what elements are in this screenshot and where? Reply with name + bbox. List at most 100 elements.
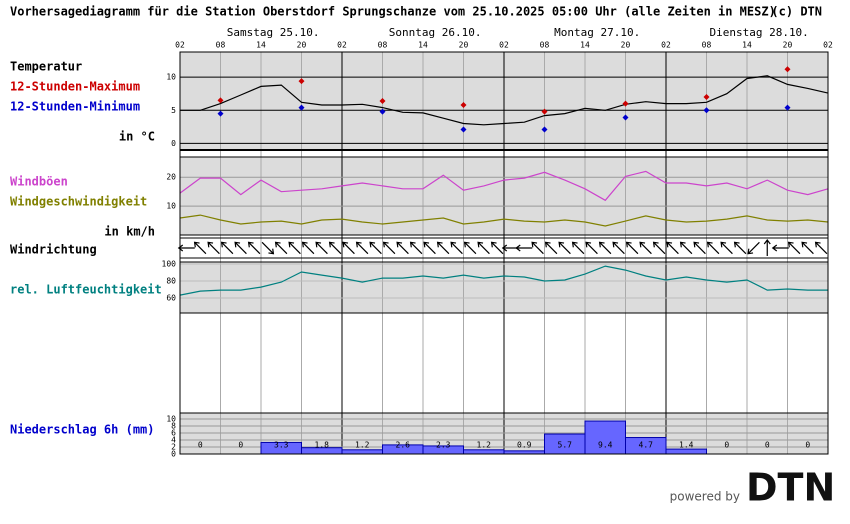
y-tick-label: 20 [166, 173, 176, 182]
hour-label: 14 [418, 41, 428, 50]
max-min-marker [298, 104, 305, 111]
bar-value-label: 0 [724, 441, 729, 450]
wind-arrow [625, 241, 639, 255]
hour-label: 02 [499, 41, 509, 50]
y-tick-label: 60 [166, 294, 176, 303]
max-min-marker [541, 126, 548, 133]
wind-arrow [477, 241, 490, 255]
wind-arrow [490, 241, 504, 255]
max-min-marker [379, 98, 386, 104]
max-min-marker [460, 101, 467, 108]
y-tick-label: 80 [166, 277, 176, 286]
legend-label: 12-Stunden-Maximum [10, 80, 140, 94]
wind-arrow [342, 241, 355, 255]
bar-value-label: 1.2 [355, 441, 370, 450]
max-min-marker [541, 108, 548, 115]
units-label: in km/h [104, 225, 155, 239]
logo: DTN [746, 466, 835, 510]
wind-arrow [247, 241, 261, 255]
bar [665, 448, 707, 455]
wind-arrow [463, 241, 477, 255]
y-tick-label: 10 [166, 73, 176, 82]
wind-arrow [288, 241, 301, 255]
wind-arrow [720, 241, 733, 255]
hour-label: 02 [823, 41, 833, 50]
max-min-marker [784, 104, 791, 111]
bar-value-label: 1.8 [315, 441, 330, 450]
hour-label: 20 [621, 41, 631, 50]
bar-value-label: 0.9 [517, 441, 532, 450]
series-line [179, 265, 828, 296]
bar-value-label: 0 [765, 441, 770, 450]
bar-value-label: 0 [805, 441, 810, 450]
wind-arrow [787, 241, 801, 255]
y-tick-label: 0 [171, 139, 176, 148]
wind-arrow [436, 241, 450, 255]
hour-label: 08 [540, 41, 550, 50]
y-tick-label: 6 [171, 428, 176, 437]
bar-value-label: 2.3 [436, 441, 451, 450]
bar-value-label: 0 [198, 441, 203, 450]
y-tick-label: 5 [171, 106, 176, 115]
panel-border [179, 261, 829, 314]
title: Vorhersagediagramm für die Station Obers… [10, 5, 776, 19]
legend-label: Windgeschwindigkeit [10, 195, 147, 209]
wind-arrow [355, 241, 369, 255]
bar-value-label: 4.7 [639, 441, 654, 450]
wind-arrow [177, 244, 195, 252]
wind-arrow [771, 244, 789, 252]
series-line [179, 214, 829, 227]
wind-arrow [207, 241, 220, 255]
hour-label: 08 [216, 41, 226, 50]
hour-label: 14 [256, 41, 266, 50]
max-min-marker [703, 94, 710, 101]
wind-arrow [747, 241, 760, 255]
wind-arrow [544, 241, 558, 255]
bar-value-label: 2.6 [396, 441, 411, 450]
wind-arrow [733, 241, 747, 255]
wind-arrow [450, 241, 463, 255]
day-label: Samstag 25.10. [227, 26, 320, 39]
wind-arrow [531, 241, 544, 255]
bar-value-label: 1.4 [679, 441, 694, 450]
wind-arrow [193, 241, 207, 255]
wind-arrow [301, 241, 315, 255]
wind-arrow [328, 241, 342, 255]
wind-arrow [612, 241, 625, 255]
y-tick-label: 10 [166, 202, 176, 211]
panel-title: Temperatur [10, 60, 82, 74]
wind-arrow [261, 241, 275, 255]
hour-label: 02 [337, 41, 347, 50]
wind-arrow [274, 241, 288, 255]
wind-arrow [423, 241, 436, 255]
max-min-marker [622, 114, 629, 121]
wind-arrow [666, 241, 679, 255]
wind-arrow [639, 241, 652, 255]
wind-arrow [652, 241, 666, 255]
powered-by: powered by [670, 490, 740, 504]
max-min-marker [622, 100, 629, 107]
wind-arrow [369, 241, 382, 255]
bar-value-label: 0 [238, 441, 243, 450]
copyright: (c) DTN [771, 5, 822, 19]
day-label: Montag 27.10. [554, 26, 640, 39]
bar-value-label: 1.2 [477, 441, 492, 450]
hour-label: 20 [297, 41, 307, 50]
max-min-marker [784, 66, 791, 73]
hour-label: 02 [661, 41, 671, 50]
wind-arrow [382, 241, 396, 255]
max-min-marker [379, 108, 386, 115]
bar [463, 449, 505, 455]
wind-arrow [515, 244, 533, 252]
y-tick-label: 0 [171, 450, 176, 459]
y-tick-label: 4 [171, 435, 176, 444]
wind-arrow [585, 241, 598, 255]
hour-label: 20 [459, 41, 469, 50]
bar-value-label: 9.4 [598, 441, 613, 450]
max-min-marker [217, 97, 224, 104]
wind-arrow [814, 241, 828, 255]
wind-arrow [315, 241, 328, 255]
wind-arrow [396, 241, 409, 255]
